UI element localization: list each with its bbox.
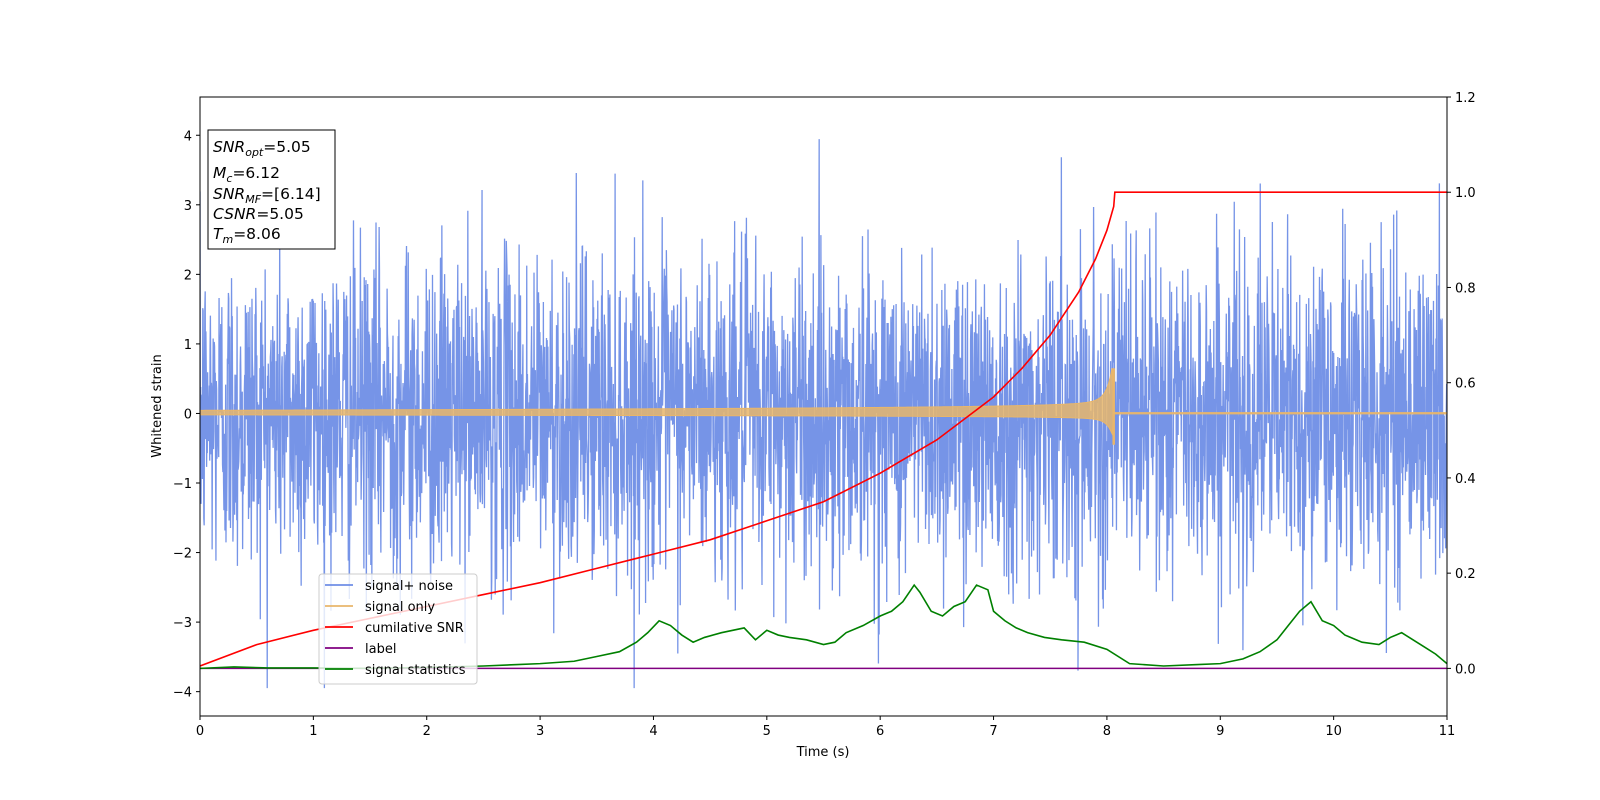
legend-frame (318, 573, 478, 685)
legend-label: signal+ noise (365, 579, 453, 594)
info-tm: Tm=8.06 (213, 225, 281, 246)
y-left-tick-label: −2 (173, 547, 192, 562)
y-left-tick-label: 3 (184, 199, 192, 214)
y-right-tick-label: 1.0 (1455, 186, 1476, 201)
info-box: SNRopt=5.05 Mc=6.12 SNRMF=[6.14] CSNR=5.… (207, 129, 336, 250)
y-right-tick-label: 0.0 (1455, 662, 1476, 677)
legend-item: signal only (325, 600, 435, 615)
y-left-tick-label: 0 (184, 407, 192, 422)
plot-frame (199, 96, 1448, 717)
signal-plus-noise-path (200, 139, 1447, 689)
legend-item: label (325, 642, 396, 657)
legend: signal+ noise signal only cumilative SNR la… (318, 573, 478, 685)
y-left-tick-label: 4 (184, 129, 192, 144)
y-left-tick-label: −3 (173, 616, 192, 631)
x-tick-label: 4 (649, 724, 657, 739)
legend-item: signal statistics (325, 663, 466, 678)
legend-item: signal+ noise (325, 579, 453, 594)
signal-statistics-line (200, 583, 1447, 670)
y-axis-right: 0.0 0.2 0.4 0.6 0.8 1.0 1.2 (1447, 91, 1476, 677)
legend-label: cumilative SNR (365, 621, 464, 636)
legend-label: signal only (365, 600, 435, 615)
x-tick-label: 5 (763, 724, 771, 739)
info-box-frame (207, 129, 336, 250)
y-left-tick-label: 1 (184, 338, 192, 353)
x-tick-label: 6 (876, 724, 884, 739)
x-axis: 0 1 2 3 4 5 6 7 8 9 10 11 (196, 716, 1455, 739)
signal-only-envelope (200, 368, 1447, 436)
x-tick-label: 8 (1103, 724, 1111, 739)
y-right-tick-label: 0.4 (1455, 472, 1476, 487)
y-left-tick-label: −4 (173, 686, 192, 701)
y-axis-left: −4 −3 −2 −1 0 1 2 3 4 (173, 129, 200, 701)
x-tick-label: 1 (309, 724, 317, 739)
legend-label: label (365, 642, 396, 657)
y-left-tick-label: −1 (173, 477, 192, 492)
y-right-tick-label: 0.8 (1455, 281, 1476, 296)
signal-plus-noise-line (200, 139, 1447, 689)
info-csnr: CSNR=5.05 (213, 205, 304, 223)
x-tick-label: 7 (989, 724, 997, 739)
x-tick-label: 2 (423, 724, 431, 739)
x-tick-label: 9 (1216, 724, 1224, 739)
info-mc: Mc=6.12 (213, 164, 280, 185)
x-axis-label: Time (s) (796, 745, 850, 760)
y-left-tick-label: 2 (184, 268, 192, 283)
y-axis-label: Whitened strain (150, 354, 165, 457)
info-snr-mf: SNRMF=[6.14] (213, 185, 321, 206)
x-tick-label: 3 (536, 724, 544, 739)
x-tick-label: 11 (1439, 724, 1456, 739)
signal-only-line (200, 368, 1447, 445)
y-right-tick-label: 0.6 (1455, 377, 1476, 392)
x-tick-label: 0 (196, 724, 204, 739)
y-right-tick-label: 0.2 (1455, 567, 1476, 582)
info-snr-opt: SNRopt=5.05 (213, 138, 311, 159)
legend-item: cumilative SNR (325, 621, 464, 636)
legend-label: signal statistics (365, 663, 466, 678)
y-right-tick-label: 1.2 (1455, 91, 1476, 106)
x-tick-label: 10 (1325, 724, 1342, 739)
